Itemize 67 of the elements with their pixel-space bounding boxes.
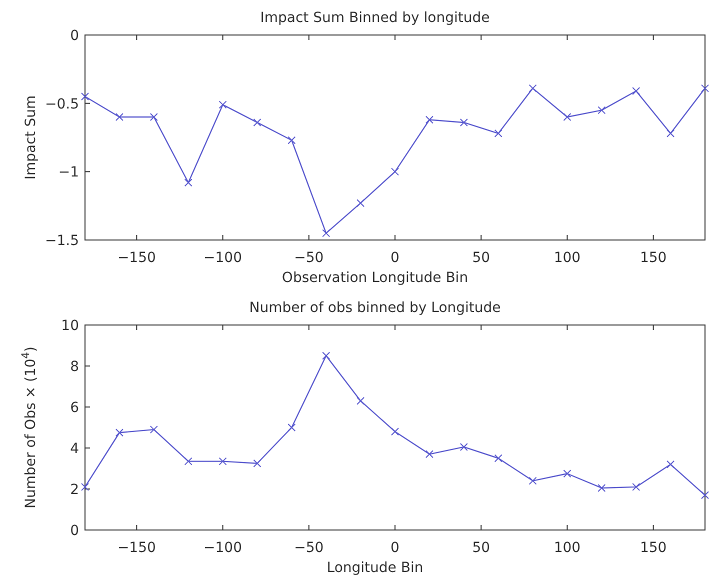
- x-axis-title: Observation Longitude Bin: [282, 270, 468, 286]
- point: [563, 113, 572, 121]
- point: [666, 129, 675, 138]
- x-tick-label: 50: [472, 250, 490, 266]
- x-tick-label: −100: [204, 250, 242, 266]
- point: [322, 352, 330, 360]
- y-tick-label: 8: [70, 359, 79, 375]
- y-tick-label: 4: [70, 441, 80, 457]
- chart-title: Impact Sum Binned by longitude: [260, 10, 490, 26]
- point: [356, 199, 365, 208]
- point: [666, 460, 675, 468]
- point: [494, 129, 502, 138]
- y-tick-label: −1.5: [45, 233, 79, 249]
- point: [598, 484, 606, 492]
- y-axis-title: Impact Sum: [23, 95, 39, 180]
- point: [150, 426, 158, 434]
- x-tick-label: −50: [294, 540, 324, 556]
- x-axis-title: Longitude Bin: [326, 560, 424, 576]
- point: [81, 92, 89, 100]
- x-tick-label: 100: [554, 540, 581, 556]
- point: [528, 476, 537, 485]
- point: [81, 482, 89, 491]
- y-tick-label: 6: [70, 400, 80, 416]
- point: [288, 424, 296, 432]
- point: [425, 116, 434, 124]
- point: [425, 450, 434, 458]
- point: [322, 229, 330, 238]
- point: [115, 113, 124, 121]
- point: [528, 84, 537, 92]
- y-tick-label: 10: [61, 318, 79, 334]
- point: [632, 482, 640, 491]
- point: [701, 84, 709, 92]
- point: [494, 454, 502, 462]
- x-tick-label: 150: [640, 250, 667, 266]
- chart-title: Number of obs binned by Longitude: [249, 300, 501, 316]
- x-tick-label: −50: [294, 250, 324, 266]
- point: [391, 428, 399, 436]
- y-tick-label: 0: [70, 523, 79, 539]
- point: [391, 168, 399, 176]
- point: [288, 136, 296, 144]
- x-tick-label: 100: [554, 250, 581, 266]
- x-tick-label: 0: [390, 540, 400, 556]
- point: [184, 178, 192, 187]
- point: [632, 87, 640, 96]
- point: [356, 396, 365, 405]
- y-tick-label: 0: [70, 28, 79, 44]
- point: [150, 113, 158, 121]
- y-tick-label: −1: [58, 164, 79, 181]
- point: [460, 118, 468, 126]
- x-tick-label: −150: [117, 250, 156, 266]
- point: [184, 457, 192, 466]
- y-tick-label: −0.5: [45, 96, 79, 112]
- point: [701, 491, 709, 500]
- point: [253, 118, 262, 126]
- point: [218, 100, 227, 109]
- point: [253, 459, 262, 468]
- point: [598, 106, 606, 114]
- x-tick-label: 150: [640, 540, 667, 556]
- y-tick-label: 2: [70, 482, 79, 498]
- point: [563, 470, 572, 478]
- point: [115, 428, 124, 437]
- x-tick-label: 0: [390, 250, 400, 266]
- x-tick-label: 50: [472, 540, 490, 556]
- x-tick-label: −150: [117, 540, 156, 556]
- x-tick-label: −100: [204, 540, 242, 556]
- point: [460, 442, 468, 451]
- point: [218, 457, 227, 466]
